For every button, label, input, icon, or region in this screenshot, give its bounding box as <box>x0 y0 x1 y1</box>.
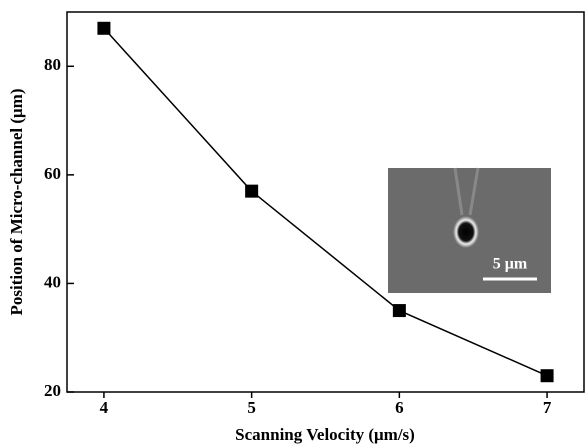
inset-image: 5 μm <box>388 167 551 293</box>
plot-frame <box>66 11 585 393</box>
y-tick-label: 60 <box>44 164 61 183</box>
marker <box>97 21 111 35</box>
x-tick-label: 6 <box>395 398 404 417</box>
inset-texture <box>453 167 480 216</box>
series-line <box>103 27 548 377</box>
x-tick-label: 5 <box>247 398 256 417</box>
y-tick-label: 40 <box>44 272 61 291</box>
x-tick-label: 7 <box>543 398 552 417</box>
y-tick-label: 80 <box>44 55 61 74</box>
y-tick-label: 20 <box>44 381 61 400</box>
scale-label: 5 μm <box>493 256 528 273</box>
inset-hole <box>453 216 479 248</box>
x-axis-label: Scanning Velocity (μm/s) <box>235 425 415 444</box>
x-tick-label: 4 <box>100 398 109 417</box>
marker <box>392 304 406 318</box>
marker <box>245 184 259 198</box>
marker <box>540 369 554 383</box>
y-axis-label: Position of Micro-channel (μm) <box>7 89 26 316</box>
